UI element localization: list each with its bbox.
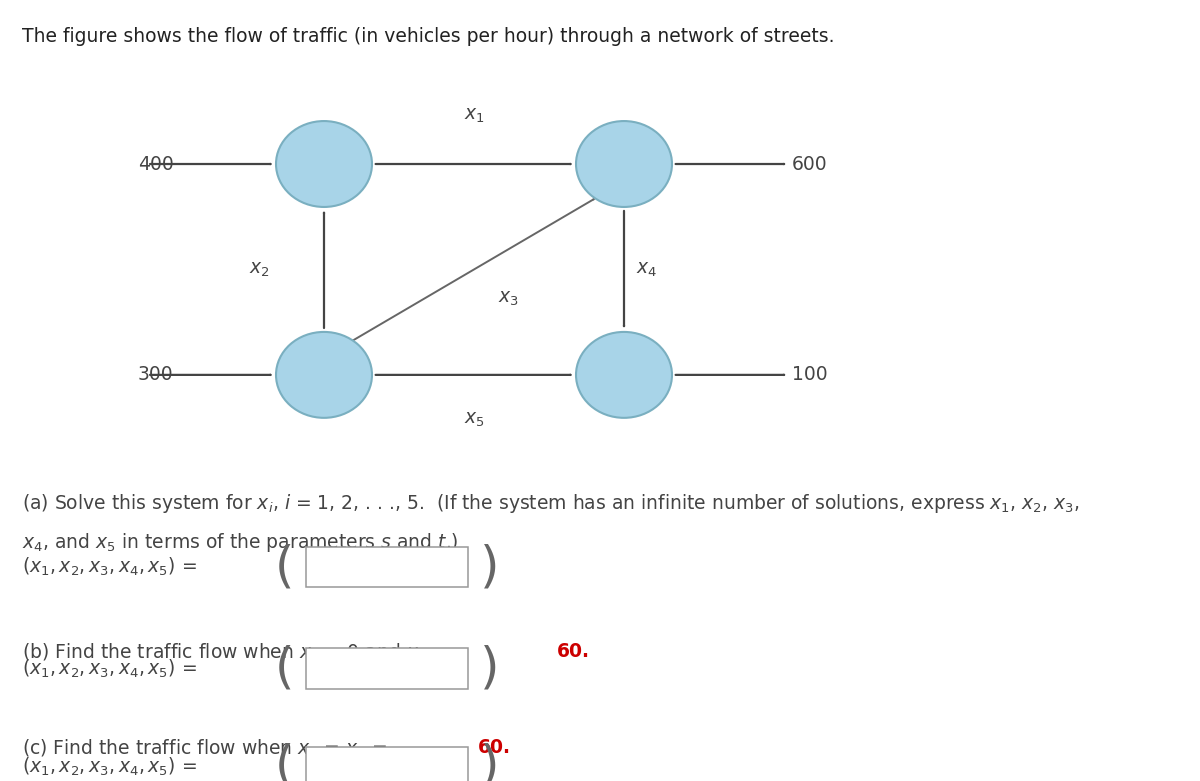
Text: $x_4$, and $x_5$ in terms of the parameters $s$ and $t$.): $x_4$, and $x_5$ in terms of the paramet… [22,531,458,554]
Text: (a) Solve this system for $x_i$, $i$ = 1, 2, . . ., 5.  (If the system has an in: (a) Solve this system for $x_i$, $i$ = 1… [22,492,1079,515]
Text: $x_1$: $x_1$ [463,106,485,125]
Text: 300: 300 [138,366,174,384]
Text: 60.: 60. [478,738,511,757]
Text: $x_3$: $x_3$ [498,289,518,308]
Ellipse shape [276,332,372,418]
FancyBboxPatch shape [306,547,468,587]
Text: $(x_1, x_2, x_3, x_4, x_5)$ =: $(x_1, x_2, x_3, x_4, x_5)$ = [22,556,198,578]
Ellipse shape [276,121,372,207]
Text: 100: 100 [792,366,828,384]
Text: 600: 600 [792,155,828,173]
Text: The figure shows the flow of traffic (in vehicles per hour) through a network of: The figure shows the flow of traffic (in… [22,27,834,46]
Text: $x_4$: $x_4$ [636,260,658,279]
Text: $(x_1, x_2, x_3, x_4, x_5)$ =: $(x_1, x_2, x_3, x_4, x_5)$ = [22,658,198,679]
Text: (: ( [275,644,294,693]
Ellipse shape [576,332,672,418]
Text: (c) Find the traffic flow when $x_3$ = $x_5$ =: (c) Find the traffic flow when $x_3$ = $… [22,738,389,761]
Text: (: ( [275,543,294,591]
FancyBboxPatch shape [306,747,468,781]
Text: $x_5$: $x_5$ [463,410,485,429]
Text: (: ( [275,743,294,781]
Text: ): ) [480,644,499,693]
Text: (b) Find the traffic flow when $x_3$ = 0 and $x_5$ =: (b) Find the traffic flow when $x_3$ = 0… [22,642,449,665]
Text: ): ) [480,543,499,591]
Text: 60.: 60. [557,642,590,661]
Text: $(x_1, x_2, x_3, x_4, x_5)$ =: $(x_1, x_2, x_3, x_4, x_5)$ = [22,756,198,778]
FancyBboxPatch shape [306,648,468,689]
Text: 400: 400 [138,155,174,173]
Text: ): ) [480,743,499,781]
Text: $x_2$: $x_2$ [250,260,270,279]
Ellipse shape [576,121,672,207]
